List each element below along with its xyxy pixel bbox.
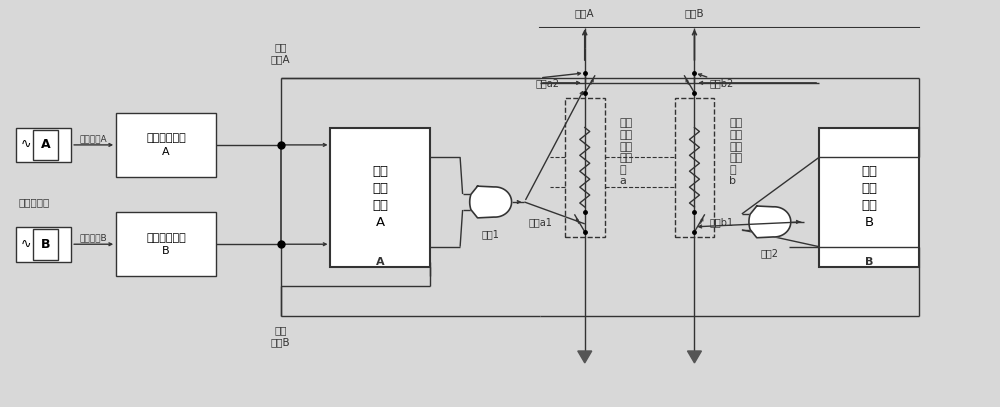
Text: B: B xyxy=(865,256,873,267)
Text: 或门2: 或门2 xyxy=(760,249,778,259)
Text: 电源A: 电源A xyxy=(575,8,595,18)
Text: 软件
控制
模块
A: 软件 控制 模块 A xyxy=(372,165,388,229)
Bar xyxy=(330,127,430,267)
Text: 转速信号B: 转速信号B xyxy=(79,233,107,242)
Text: 开关a2: 开关a2 xyxy=(536,78,560,88)
Polygon shape xyxy=(687,351,701,363)
Text: 停车
电磁
阀控
制电
路
a: 停车 电磁 阀控 制电 路 a xyxy=(620,118,633,186)
Text: 或门1: 或门1 xyxy=(481,229,499,239)
Text: A: A xyxy=(41,138,51,151)
Bar xyxy=(16,127,71,162)
Polygon shape xyxy=(749,206,791,238)
Text: 停车
电磁
阀控
制电
路
b: 停车 电磁 阀控 制电 路 b xyxy=(729,118,743,186)
Text: 转速传感器: 转速传感器 xyxy=(18,197,49,207)
Text: 停车
信号B: 停车 信号B xyxy=(271,325,290,347)
Bar xyxy=(819,127,919,267)
Bar xyxy=(33,129,58,160)
Text: 超转保护装置
B: 超转保护装置 B xyxy=(146,233,186,256)
Text: 电源B: 电源B xyxy=(685,8,704,18)
Text: ∿: ∿ xyxy=(20,238,31,251)
Text: 软件
控制
模块
B: 软件 控制 模块 B xyxy=(861,165,877,229)
Text: ∿: ∿ xyxy=(20,138,31,151)
Text: 开关b2: 开关b2 xyxy=(709,78,734,88)
Bar xyxy=(11,28,989,356)
Bar xyxy=(33,229,58,260)
Text: 开关b1: 开关b1 xyxy=(709,217,734,227)
Polygon shape xyxy=(470,186,512,218)
Bar xyxy=(116,212,216,276)
Text: 开关a1: 开关a1 xyxy=(529,217,553,227)
Bar xyxy=(675,98,714,237)
Bar xyxy=(540,28,919,336)
Bar xyxy=(16,227,71,262)
Text: 停车
信号A: 停车 信号A xyxy=(271,42,290,64)
Text: 超转保护装置
A: 超转保护装置 A xyxy=(146,133,186,157)
Text: B: B xyxy=(41,238,51,251)
Text: A: A xyxy=(376,256,385,267)
Bar xyxy=(565,98,605,237)
Polygon shape xyxy=(578,351,592,363)
Text: 转速信号A: 转速信号A xyxy=(79,134,107,143)
Bar xyxy=(116,113,216,177)
